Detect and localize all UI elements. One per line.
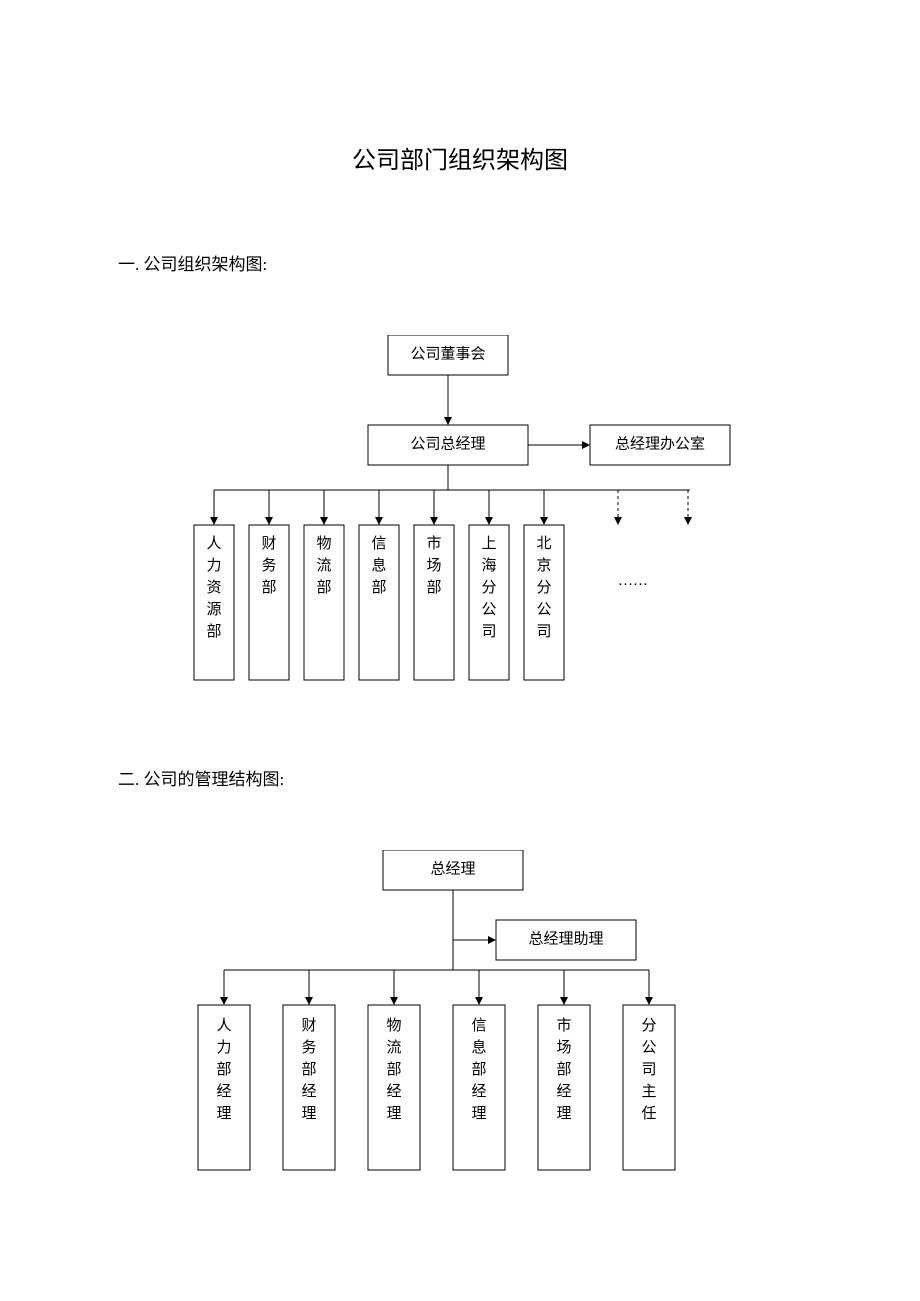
svg-text:经: 经 <box>556 1083 571 1100</box>
svg-text:司: 司 <box>641 1062 656 1078</box>
svg-text:公: 公 <box>641 1040 656 1056</box>
svg-text:力: 力 <box>216 1039 231 1056</box>
svg-text:部: 部 <box>386 1061 401 1078</box>
svg-text:总经理助理: 总经理助理 <box>528 930 603 947</box>
svg-text:信: 信 <box>471 1017 486 1034</box>
svg-text:务: 务 <box>261 557 276 574</box>
svg-text:理: 理 <box>301 1106 316 1122</box>
svg-text:物: 物 <box>316 535 331 552</box>
svg-text:人: 人 <box>206 535 221 552</box>
svg-text:经: 经 <box>301 1083 316 1100</box>
svg-text:海: 海 <box>481 557 496 574</box>
svg-text:部: 部 <box>301 1061 316 1078</box>
svg-text:场: 场 <box>426 557 441 574</box>
svg-text:京: 京 <box>536 557 551 574</box>
svg-text:总经理办公室: 总经理办公室 <box>615 435 705 452</box>
svg-text:经: 经 <box>216 1083 231 1100</box>
svg-text:理: 理 <box>556 1106 571 1122</box>
svg-text:财: 财 <box>261 535 276 552</box>
svg-text:司: 司 <box>481 624 496 640</box>
svg-text:流: 流 <box>386 1039 401 1056</box>
svg-text:财: 财 <box>301 1017 316 1034</box>
page-title: 公司部门组织架构图 <box>0 140 920 175</box>
svg-text:信: 信 <box>371 535 386 552</box>
svg-text:理: 理 <box>216 1106 231 1122</box>
page: 公司部门组织架构图 一. 公司组织架构图: 公司董事会公司总经理总经理办公室人力… <box>0 0 920 1301</box>
svg-text:经: 经 <box>471 1083 486 1100</box>
svg-text:公: 公 <box>536 602 551 618</box>
svg-text:总经理: 总经理 <box>430 860 475 877</box>
svg-text:部: 部 <box>371 579 386 596</box>
svg-text:部: 部 <box>316 579 331 596</box>
svg-text:部: 部 <box>261 579 276 596</box>
svg-text:部: 部 <box>471 1061 486 1078</box>
svg-text:务: 务 <box>301 1039 316 1056</box>
svg-text:理: 理 <box>386 1106 401 1122</box>
svg-text:经: 经 <box>386 1083 401 1100</box>
svg-text:场: 场 <box>556 1039 571 1056</box>
svg-text:公司董事会: 公司董事会 <box>410 345 485 362</box>
svg-text:公: 公 <box>481 602 496 618</box>
svg-text:……: …… <box>618 573 648 589</box>
org-chart-2: 总经理总经理助理人力部经理财务部经理物流部经理信息部经理市场部经理分公司主任 <box>118 850 802 1190</box>
svg-text:市: 市 <box>556 1017 571 1034</box>
svg-text:资: 资 <box>206 579 221 596</box>
svg-text:任: 任 <box>641 1105 656 1122</box>
svg-text:理: 理 <box>471 1106 486 1122</box>
svg-text:市: 市 <box>426 535 441 552</box>
svg-text:流: 流 <box>316 557 331 574</box>
svg-text:公司总经理: 公司总经理 <box>410 435 485 452</box>
svg-text:物: 物 <box>386 1017 401 1034</box>
svg-text:人: 人 <box>216 1017 231 1034</box>
svg-text:息: 息 <box>471 1039 486 1056</box>
svg-text:部: 部 <box>426 579 441 596</box>
svg-text:上: 上 <box>481 535 496 552</box>
section1-heading: 一. 公司组织架构图: <box>118 250 920 275</box>
svg-text:分: 分 <box>536 579 551 596</box>
svg-text:部: 部 <box>216 1061 231 1078</box>
svg-text:部: 部 <box>206 623 221 640</box>
svg-text:息: 息 <box>371 557 386 574</box>
svg-text:分: 分 <box>481 579 496 596</box>
svg-text:部: 部 <box>556 1061 571 1078</box>
svg-text:力: 力 <box>206 557 221 574</box>
svg-text:北: 北 <box>536 535 551 552</box>
svg-text:司: 司 <box>536 624 551 640</box>
section2-heading: 二. 公司的管理结构图: <box>118 765 920 790</box>
svg-text:主: 主 <box>641 1083 656 1100</box>
svg-text:分: 分 <box>641 1017 656 1034</box>
svg-text:源: 源 <box>206 601 221 618</box>
org-chart-1: 公司董事会公司总经理总经理办公室人力资源部财务部物流部信息部市场部上海分公司北京… <box>118 335 802 695</box>
